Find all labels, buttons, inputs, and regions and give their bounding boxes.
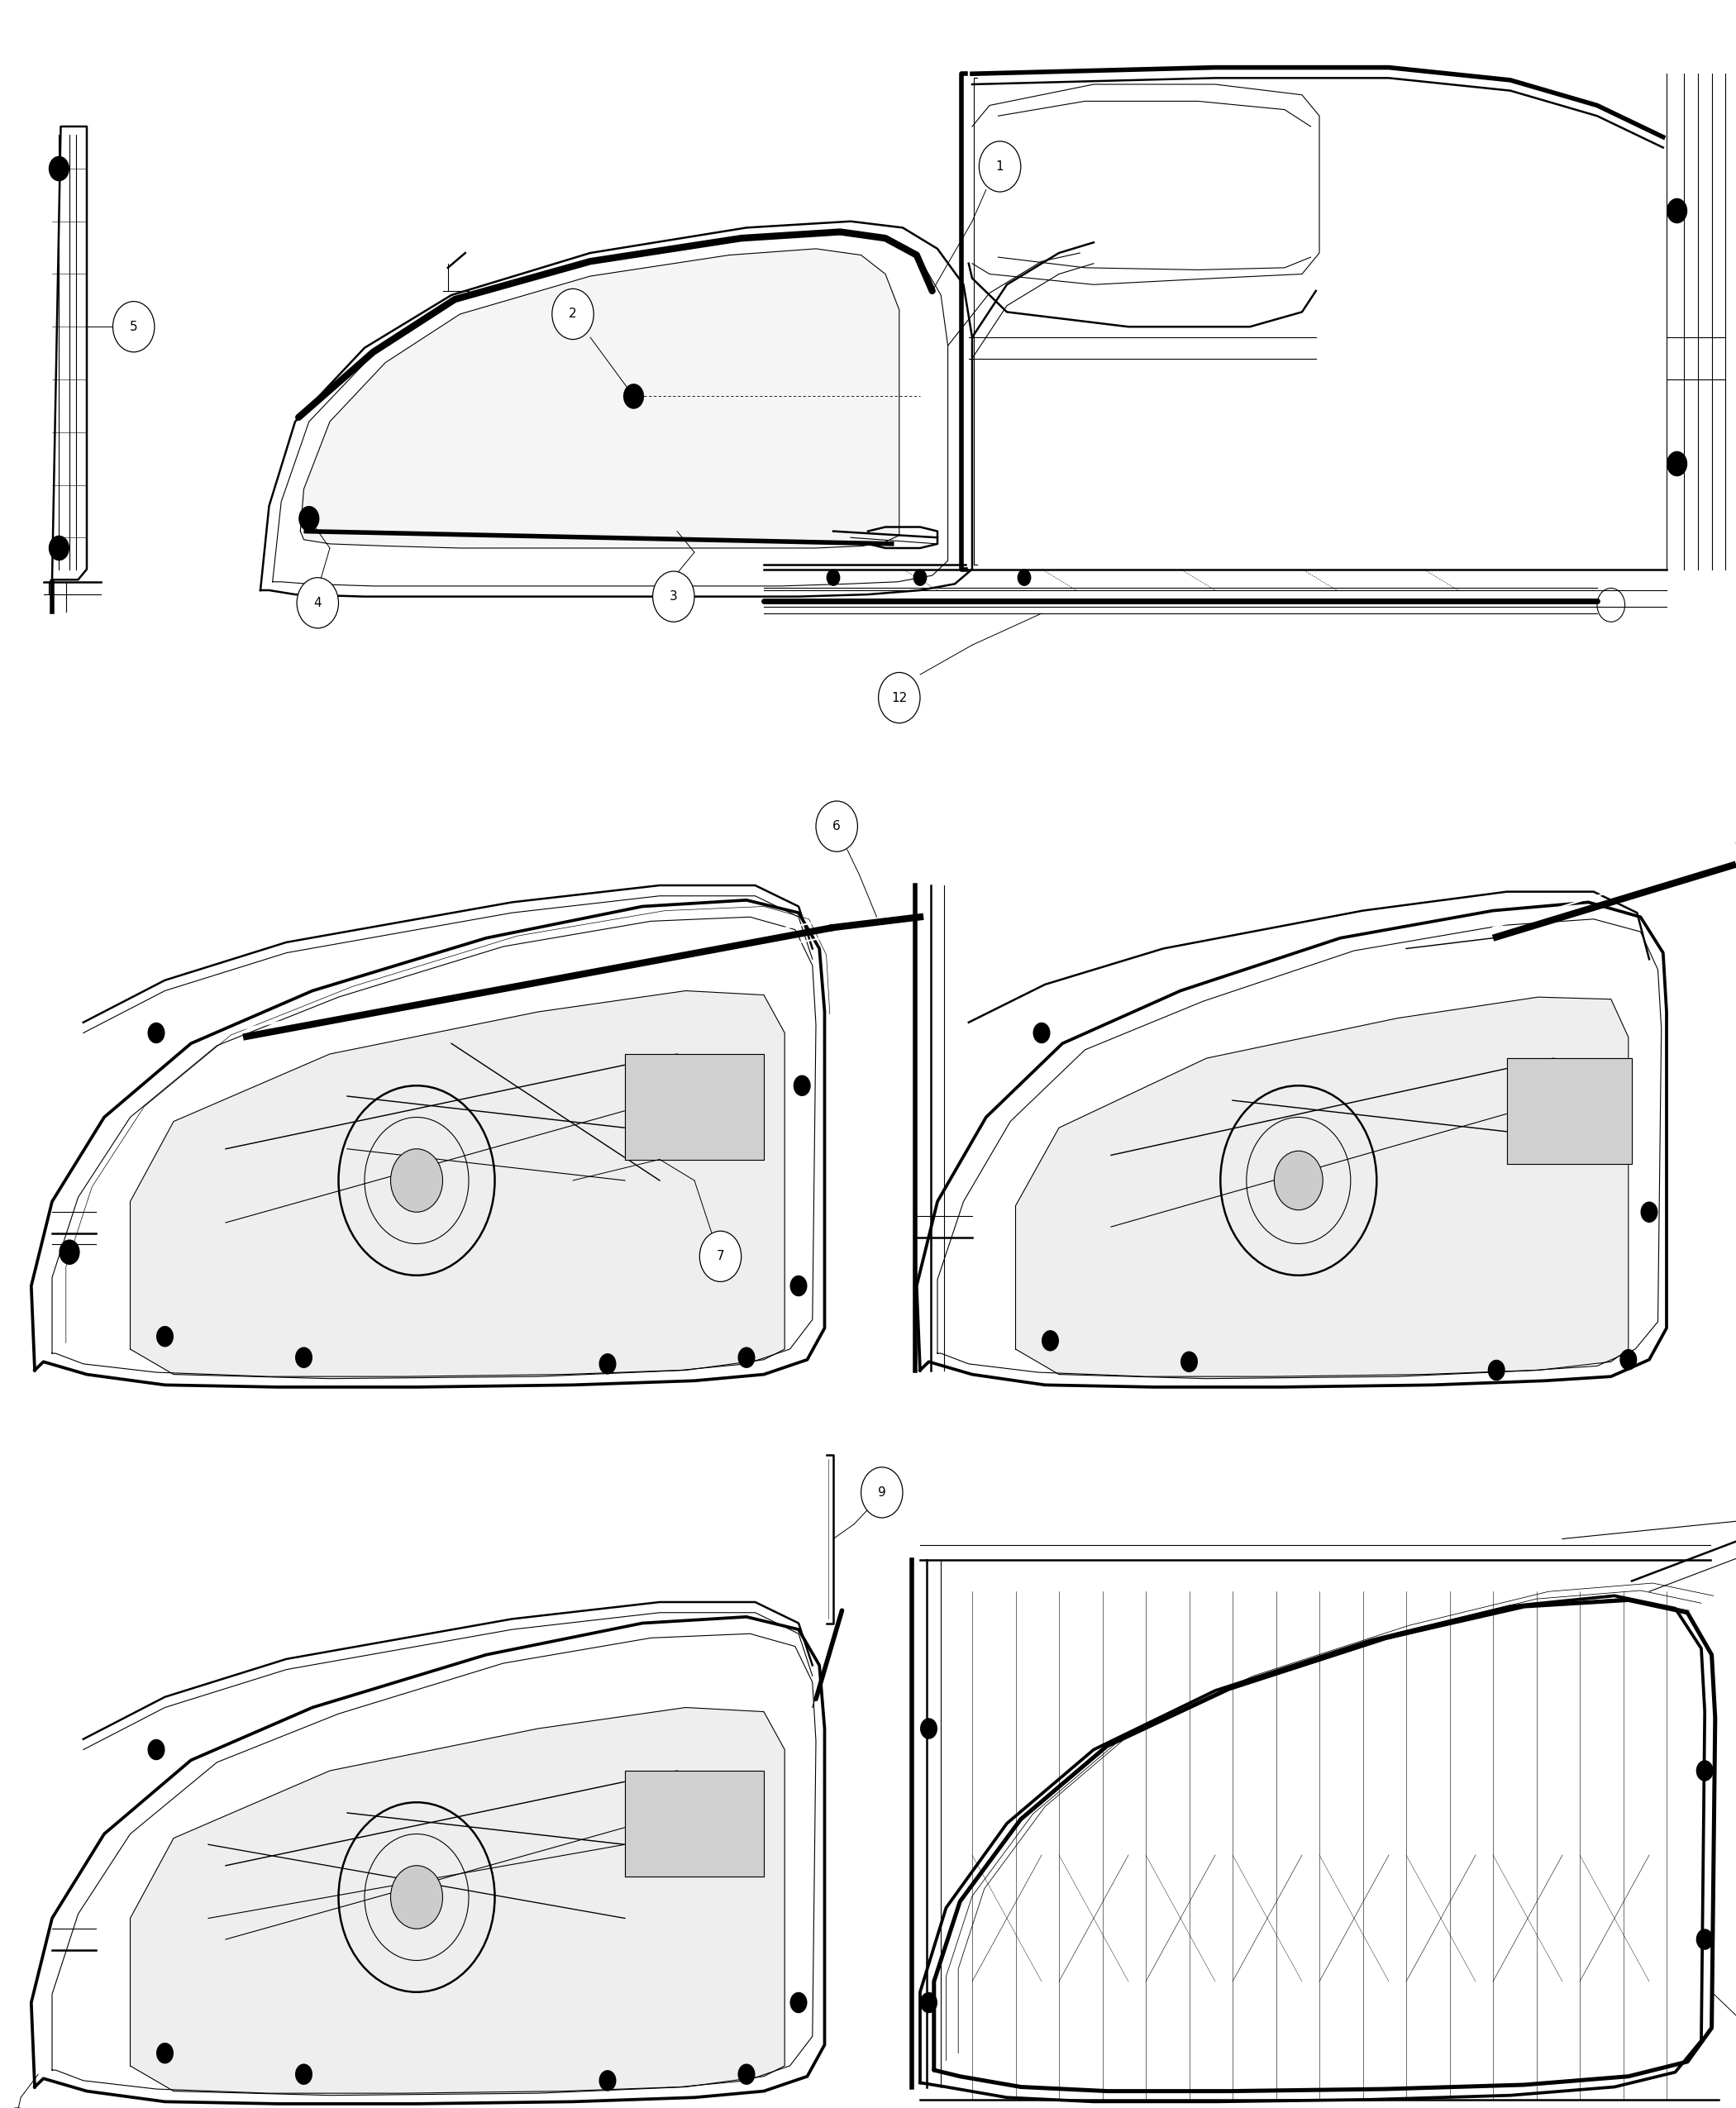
Circle shape <box>391 1149 443 1212</box>
Text: 3: 3 <box>670 590 677 603</box>
Circle shape <box>1696 1760 1713 1781</box>
Circle shape <box>156 1326 174 1347</box>
Circle shape <box>599 2070 616 2091</box>
Circle shape <box>148 1022 165 1043</box>
Circle shape <box>1667 198 1687 223</box>
Circle shape <box>297 578 339 628</box>
Circle shape <box>1017 569 1031 586</box>
Text: 5: 5 <box>130 320 137 333</box>
Circle shape <box>861 1467 903 1518</box>
Circle shape <box>738 2064 755 2085</box>
Circle shape <box>59 1240 80 1265</box>
Polygon shape <box>300 249 899 548</box>
Circle shape <box>700 1231 741 1282</box>
Polygon shape <box>1507 1058 1632 1164</box>
Circle shape <box>295 1347 312 1368</box>
Text: 1: 1 <box>996 160 1003 173</box>
Circle shape <box>49 156 69 181</box>
Circle shape <box>1620 1349 1637 1370</box>
Circle shape <box>1488 1360 1505 1381</box>
Circle shape <box>826 569 840 586</box>
Circle shape <box>148 1739 165 1760</box>
Polygon shape <box>130 1707 785 2095</box>
Text: 4: 4 <box>314 597 321 609</box>
Text: 7: 7 <box>717 1250 724 1263</box>
Polygon shape <box>1016 997 1628 1379</box>
Circle shape <box>920 1992 937 2013</box>
Polygon shape <box>625 1771 764 1876</box>
Circle shape <box>920 1718 937 1739</box>
Circle shape <box>1042 1330 1059 1351</box>
Circle shape <box>1033 1022 1050 1043</box>
Circle shape <box>913 569 927 586</box>
Circle shape <box>979 141 1021 192</box>
Circle shape <box>1180 1351 1198 1372</box>
Circle shape <box>113 301 155 352</box>
Circle shape <box>790 1992 807 2013</box>
Circle shape <box>391 1866 443 1929</box>
Text: 12: 12 <box>891 691 908 704</box>
Circle shape <box>156 2043 174 2064</box>
Circle shape <box>653 571 694 622</box>
Circle shape <box>1696 1929 1713 1950</box>
Circle shape <box>1667 451 1687 476</box>
Circle shape <box>552 289 594 339</box>
Text: 6: 6 <box>833 820 840 833</box>
Circle shape <box>49 535 69 561</box>
Circle shape <box>793 1075 811 1096</box>
Polygon shape <box>130 991 785 1379</box>
Polygon shape <box>625 1054 764 1159</box>
Circle shape <box>599 1353 616 1374</box>
Circle shape <box>1274 1151 1323 1210</box>
Circle shape <box>790 1275 807 1296</box>
Text: 9: 9 <box>878 1486 885 1499</box>
Circle shape <box>816 801 858 852</box>
Text: 2: 2 <box>569 308 576 320</box>
Circle shape <box>623 384 644 409</box>
Circle shape <box>738 1347 755 1368</box>
Circle shape <box>295 2064 312 2085</box>
Circle shape <box>1641 1202 1658 1223</box>
Circle shape <box>878 672 920 723</box>
Circle shape <box>299 506 319 531</box>
